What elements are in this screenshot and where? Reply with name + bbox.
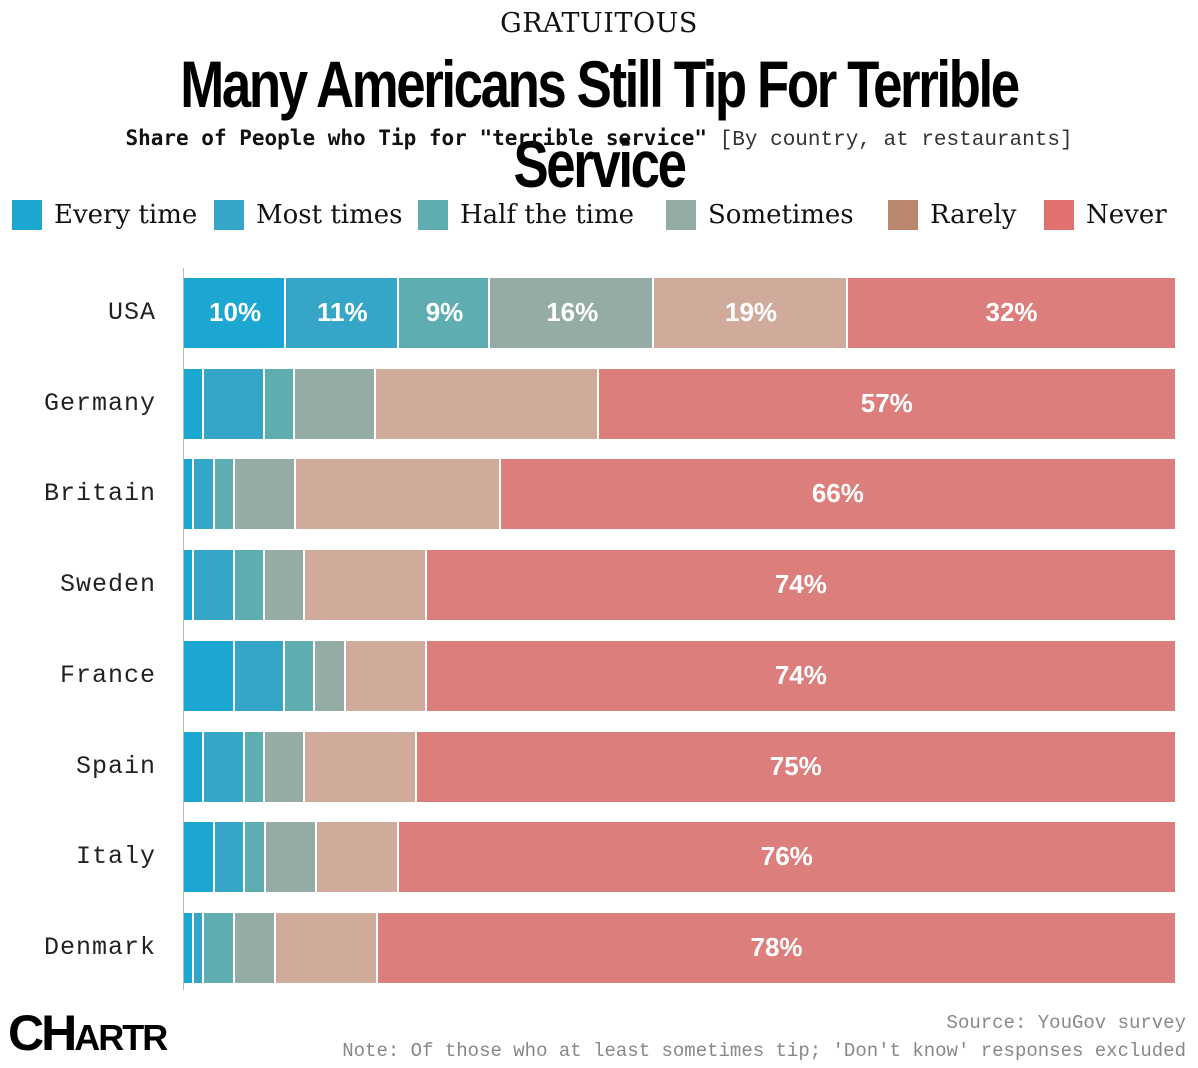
category-label-italy: Italy [75, 842, 156, 872]
legend-swatch [12, 200, 42, 230]
category-label-spain: Spain [75, 751, 156, 781]
legend-label: Never [1086, 200, 1167, 230]
bar-segment-sweden-most-times [194, 550, 235, 621]
bar-segment-italy-rarely [316, 822, 399, 893]
chart-legend: Every time Most times Half the time Sometim… [0, 197, 1198, 237]
bar-segment-italy-sometimes [265, 822, 317, 893]
data-label: 75% [769, 750, 822, 781]
bar-segment-france-sometimes [315, 640, 346, 711]
bar-segment-spain-most-times [204, 731, 245, 802]
legend-item-never: Never [1044, 197, 1167, 233]
bar-segment-denmark-most-times [194, 912, 205, 983]
bar-segment-germany-never [598, 368, 1175, 439]
bar-segment-france-rarely [345, 640, 427, 711]
data-label: 57% [860, 387, 913, 418]
bar-segment-britain-most-times [194, 459, 215, 530]
data-label: 78% [750, 931, 803, 962]
chart-title: Many Americans Still Tip For Terrible Se… [180, 47, 1020, 201]
legend-label: Every time [54, 200, 198, 230]
legend-label: Sometimes [708, 200, 854, 230]
legend-label: Half the time [460, 200, 635, 230]
category-label-germany: Germany [43, 388, 156, 418]
data-label: 10% [209, 297, 262, 327]
bar-segment-denmark-half-the-time [204, 912, 236, 983]
bar-segment-britain-every-time [184, 459, 195, 530]
legend-swatch [888, 200, 918, 230]
bar-segment-britain-half-the-time [214, 459, 236, 530]
legend-item-rarely: Rarely [888, 197, 1017, 233]
bar-segment-sweden-never [426, 550, 1175, 621]
legend-swatch [666, 200, 696, 230]
category-label-usa: USA [107, 298, 156, 327]
bar-segment-italy-never [398, 822, 1175, 893]
bar-segment-denmark-every-time [184, 912, 195, 983]
category-label-sweden: Sweden [59, 570, 156, 600]
bar-segment-britain-rarely [296, 459, 501, 530]
subtitle-regular: [By country, at restaurants] [719, 129, 1073, 152]
bar-segment-france-every-time [184, 640, 235, 711]
bar-segment-sweden-sometimes [264, 550, 306, 621]
legend-swatch [418, 200, 448, 230]
legend-label: Rarely [930, 200, 1017, 230]
data-label: 76% [760, 841, 813, 872]
legend-item-sometimes: Sometimes [666, 197, 854, 233]
legend-item-every-time: Every time [12, 197, 197, 233]
data-label: 74% [774, 569, 827, 600]
subtitle-bold: Share of People who Tip for "terrible se… [125, 126, 708, 150]
legend-swatch [214, 200, 244, 230]
bar-segment-britain-never [500, 459, 1175, 530]
legend-swatch [1044, 200, 1074, 230]
data-label: 32% [985, 297, 1038, 327]
bar-segment-germany-half-the-time [264, 368, 296, 439]
y-axis-line [183, 268, 184, 990]
bar-segment-usa-never [848, 278, 1175, 348]
bar-segment-usa-rarely [653, 278, 849, 348]
bar-segment-denmark-never [378, 912, 1175, 983]
bar-segment-usa-every-time [184, 278, 287, 348]
chart-subtitle: Share of People who Tip for "terrible se… [0, 126, 1198, 152]
bar-segment-spain-every-time [184, 731, 205, 802]
bar-segment-denmark-rarely [275, 912, 379, 983]
bar-segment-usa-half-the-time [398, 278, 491, 348]
data-label: 9% [425, 297, 464, 327]
source-text: Source: YouGov survey [946, 1012, 1186, 1034]
bar-segment-france-half-the-time [285, 640, 316, 711]
chartr-logo: CHARTR [8, 1005, 168, 1061]
category-label-britain: Britain [43, 479, 156, 509]
bar-segment-sweden-rarely [305, 550, 427, 621]
bar-segment-france-never [426, 640, 1175, 711]
chart-kicker: GRATUITOUS [500, 8, 698, 39]
bar-segment-spain-never [416, 731, 1175, 802]
bar-segment-germany-sometimes [295, 368, 377, 439]
data-label: 19% [724, 297, 778, 327]
bar-segment-italy-most-times [214, 822, 246, 893]
legend-label: Most times [256, 200, 403, 230]
bar-segment-italy-half-the-time [245, 822, 266, 893]
legend-item-half-the-time: Half the time [418, 197, 634, 233]
bar-segment-sweden-every-time [184, 550, 195, 621]
data-label: 74% [774, 659, 827, 690]
bar-segment-germany-every-time [184, 368, 205, 439]
bar-segment-spain-half-the-time [244, 731, 265, 802]
bar-segment-sweden-half-the-time [234, 550, 265, 621]
legend-item-most-times: Most times [214, 197, 402, 233]
data-label: 16% [546, 297, 599, 327]
bar-segment-britain-sometimes [235, 459, 297, 530]
data-label: 11% [317, 297, 368, 327]
data-label: 66% [811, 478, 864, 509]
bar-segment-france-most-times [234, 640, 286, 711]
bar-segment-spain-sometimes [264, 731, 306, 802]
note-text: Note: Of those who at least sometimes ti… [342, 1040, 1186, 1062]
bar-segment-denmark-sometimes [235, 912, 276, 983]
bar-segment-italy-every-time [184, 822, 215, 893]
bar-segment-usa-most-times [286, 278, 399, 348]
category-label-denmark: Denmark [43, 932, 156, 962]
bar-segment-usa-sometimes [490, 278, 654, 348]
category-label-france: France [59, 660, 156, 690]
bar-segment-germany-most-times [204, 368, 265, 439]
bar-segment-germany-rarely [376, 368, 599, 439]
logo-text: CH [8, 1005, 77, 1061]
bar-segment-spain-rarely [305, 731, 417, 802]
